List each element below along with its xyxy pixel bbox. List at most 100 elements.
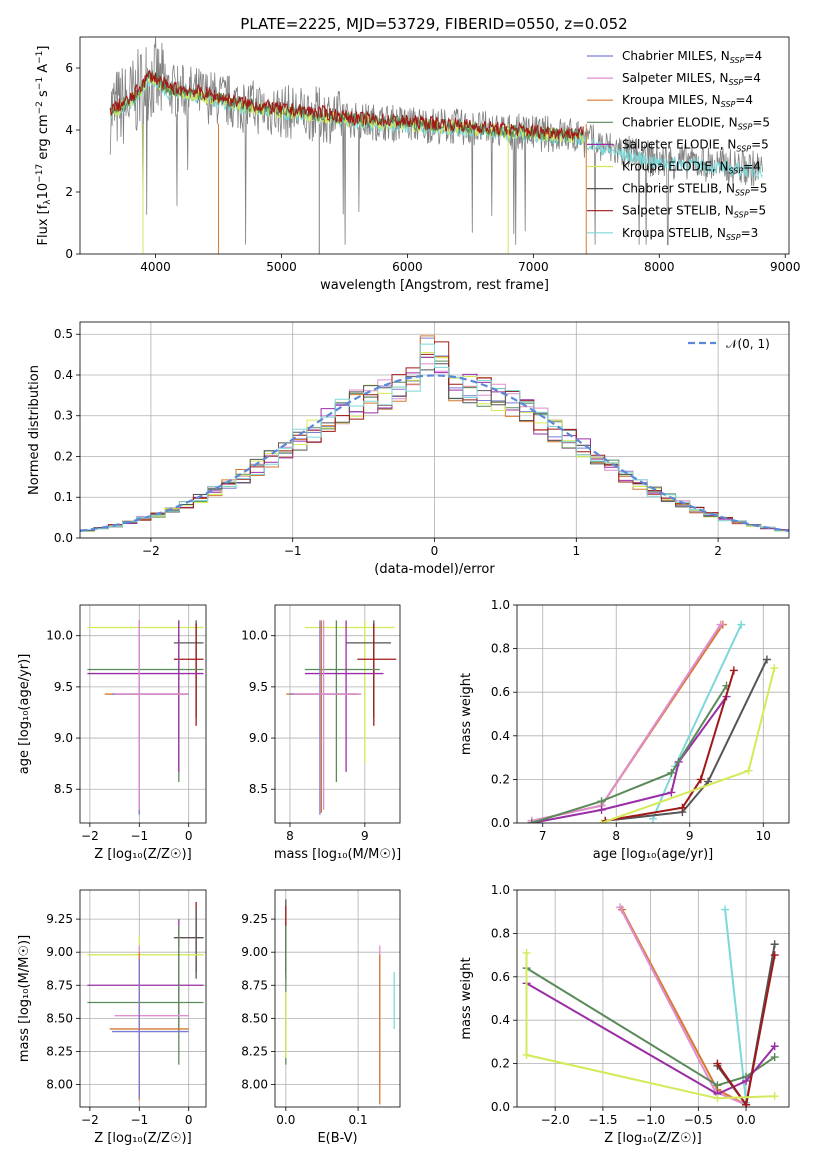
errorbar-point-salpeter_elodie (87, 620, 204, 772)
y-tick-label: 8.25 (46, 1044, 73, 1058)
x-tick-label: −2 (81, 1113, 99, 1127)
model-spectrum-salpeter_stelib (109, 69, 584, 140)
panel-mass_vs_Z: −2 −1 0 8.00 8.25 8.50 8.75 9.00 9.25 Z [log₁₀(Z/… (17, 889, 207, 1146)
y-tick-label: 0 (65, 247, 73, 261)
x-tick-label: 5000 (266, 260, 297, 274)
y-tick-label: 10.0 (241, 629, 268, 643)
series-line (525, 952, 775, 1100)
y-tick-label: 9.0 (249, 731, 268, 745)
y-axis-label: Normed distribution (27, 365, 42, 495)
grid (517, 604, 789, 824)
axes-frame (79, 604, 207, 824)
series-line (525, 967, 776, 1087)
legend-entry-kroupa_miles: Kroupa MILES, NSSP=4 (622, 93, 753, 109)
y-label-part: −17 (35, 164, 45, 183)
y-tick-label: 4 (65, 123, 73, 137)
series-marker (770, 940, 779, 949)
series-marker (522, 948, 531, 957)
y-tick-label: 9.0 (54, 731, 73, 745)
y-tick-label: 2 (65, 185, 73, 199)
axes: 4000 5000 6000 7000 8000 9000 0 2 4 6 wavelength [… (65, 36, 801, 293)
errorbar-point-salpeter_stelib (357, 623, 397, 726)
y-label-part: erg cm (36, 114, 51, 163)
series-marker (667, 788, 676, 797)
series-marker (716, 620, 725, 629)
y-tick-label: 0.5 (54, 327, 73, 341)
y-label-part: s (36, 90, 51, 101)
x-axis-label: E(B-V) (317, 1131, 357, 1146)
x-tick-label: 9 (361, 829, 369, 843)
panel-residuals: −2 −1 0 1 2 0.0 0.1 0.2 0.3 0.4 0.5 (data-model)/er… (27, 321, 790, 577)
y-tick-label: 0.4 (491, 729, 510, 743)
x-tick-label: 10 (756, 829, 771, 843)
series-marker (678, 803, 687, 812)
series-line (525, 982, 776, 1096)
panel-spectrum: 4000 5000 6000 7000 8000 9000 0 2 4 6 wavelength [… (35, 36, 801, 293)
x-axis-label: mass [log₁₀(M/M☉)] (274, 847, 401, 862)
grid (275, 605, 400, 823)
series-marker (696, 775, 705, 784)
x-tick-label: 6000 (392, 260, 423, 274)
y-tick-label: 8.75 (241, 978, 268, 992)
x-tick-label: 8 (612, 829, 620, 843)
series-line (605, 659, 768, 822)
legend-entry-kroupa_stelib: Kroupa STELIB, NSSP=3 (622, 226, 758, 242)
errorbar-point-salpeter_miles (293, 620, 362, 810)
plot-area (522, 903, 779, 1107)
series-marker (597, 805, 606, 814)
x-tick-label: −0.5 (684, 1113, 713, 1127)
errorbar-point-chabrier_elodie (87, 925, 204, 1065)
y-tick-label: 9.5 (249, 680, 268, 694)
series-marker (597, 819, 606, 823)
series-marker (737, 620, 746, 629)
axes: −2 −1 0 8.5 9.0 9.5 10.0 Z [log₁₀(Z/Z☉)] (46, 604, 207, 862)
x-tick-label: 0 (185, 1113, 193, 1127)
y-tick-label: 8.00 (46, 1078, 73, 1092)
y-tick-label: 0.6 (491, 685, 510, 699)
legend-entry-chabrier_elodie: Chabrier ELODIE, NSSP=5 (622, 115, 770, 131)
errorbar-point-kroupa_elodie (87, 936, 204, 1059)
y-tick-label: 0.4 (54, 368, 73, 382)
x-tick-label: −1 (284, 544, 302, 558)
series-marker (742, 1076, 751, 1085)
y-tick-label: 9.00 (46, 945, 73, 959)
legend-entry-chabrier_miles: Chabrier MILES, NSSP=4 (622, 49, 762, 65)
series-chabrier_elodie (527, 681, 731, 823)
plot-area (285, 899, 395, 1105)
axes: −2 −1 0 8.00 8.25 8.50 8.75 9.00 9.25 Z [log₁₀(Z/… (46, 889, 207, 1146)
x-tick-label: 0.1 (349, 1113, 368, 1127)
series-marker (770, 951, 779, 960)
series-kroupa_miles (617, 905, 751, 1107)
y-tick-label: 9.00 (241, 945, 268, 959)
series-marker (522, 1050, 531, 1059)
legend: Chabrier MILES, NSSP=4 Salpeter MILES, NS… (587, 49, 770, 242)
x-tick-label: 9000 (770, 260, 801, 274)
series-marker (744, 766, 753, 775)
y-label-part: 10 (36, 183, 51, 200)
y-tick-label: 0.2 (54, 449, 73, 463)
x-axis-label: Z [log₁₀(Z/Z☉)] (94, 1131, 191, 1146)
series-marker (770, 1092, 779, 1101)
y-tick-label: 9.5 (54, 680, 73, 694)
errorbar-point-kroupa_miles (104, 620, 189, 813)
errorbar-point-salpeter_elodie (87, 919, 204, 1032)
x-axis-label: wavelength [Angstrom, rest frame] (320, 278, 549, 293)
series-kroupa_elodie (597, 664, 779, 823)
plot-area (87, 620, 204, 815)
legend-entry-chabrier_stelib: Chabrier STELIB, NSSP=5 (622, 182, 767, 198)
legend-entry-kroupa_elodie: Kroupa ELODIE, NSSP=4 (622, 160, 761, 176)
y-tick-label: 10.0 (46, 629, 73, 643)
x-axis-label: Z [log₁₀(Z/Z☉)] (604, 1131, 701, 1146)
x-axis-label: Z [log₁₀(Z/Z☉)] (94, 847, 191, 862)
errorbar-point-kroupa_elodie (87, 620, 204, 764)
series-kroupa_elodie (522, 948, 779, 1103)
figure-title: PLATE=2225, MJD=53729, FIBERID=0550, z=0… (240, 15, 627, 33)
series-line (605, 670, 735, 822)
panel-age_vs_Z: −2 −1 0 8.5 9.0 9.5 10.0 Z [log₁₀(Z/Z☉)] age [lo… (17, 604, 207, 862)
x-axis-label: age [log₁₀(age/yr)] (593, 847, 714, 862)
x-tick-label: 9 (686, 829, 694, 843)
series-marker (527, 819, 536, 823)
series-line (531, 696, 728, 823)
axes-frame (79, 36, 790, 255)
y-tick-label: 8.25 (241, 1044, 268, 1058)
